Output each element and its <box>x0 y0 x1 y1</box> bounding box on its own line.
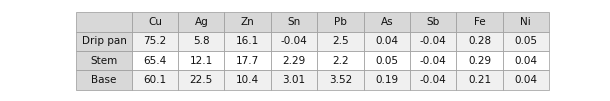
Bar <box>410 51 456 70</box>
Bar <box>76 70 132 90</box>
Bar <box>76 51 132 70</box>
Text: Pb: Pb <box>334 17 347 27</box>
Bar <box>364 12 410 32</box>
Text: Zn: Zn <box>241 17 254 27</box>
Text: 12.1: 12.1 <box>190 56 213 66</box>
Bar <box>178 70 224 90</box>
Bar <box>364 32 410 51</box>
Bar <box>76 32 132 51</box>
Bar <box>410 32 456 51</box>
Bar <box>178 32 224 51</box>
Bar <box>317 70 364 90</box>
Bar <box>364 51 410 70</box>
Bar <box>364 70 410 90</box>
Text: 0.19: 0.19 <box>375 75 398 85</box>
Text: -0.04: -0.04 <box>420 36 447 46</box>
Bar <box>456 70 503 90</box>
Bar <box>317 51 364 70</box>
Text: 2.29: 2.29 <box>282 56 306 66</box>
Text: 3.52: 3.52 <box>329 75 352 85</box>
Text: Sb: Sb <box>426 17 440 27</box>
Text: 0.05: 0.05 <box>514 36 537 46</box>
Bar <box>317 32 364 51</box>
Bar <box>224 70 271 90</box>
Bar <box>76 12 132 32</box>
Bar <box>224 51 271 70</box>
Text: -0.04: -0.04 <box>420 75 447 85</box>
Bar <box>271 70 317 90</box>
Text: 16.1: 16.1 <box>236 36 259 46</box>
Text: 60.1: 60.1 <box>143 75 167 85</box>
Text: Ni: Ni <box>520 17 531 27</box>
Bar <box>503 70 549 90</box>
Text: 65.4: 65.4 <box>143 56 167 66</box>
Bar <box>456 51 503 70</box>
Text: 2.2: 2.2 <box>332 56 349 66</box>
Bar <box>317 12 364 32</box>
Text: Ag: Ag <box>195 17 208 27</box>
Text: 0.04: 0.04 <box>514 75 537 85</box>
Bar <box>132 12 178 32</box>
Bar <box>224 12 271 32</box>
Text: Sn: Sn <box>287 17 301 27</box>
Bar <box>503 12 549 32</box>
Bar <box>503 51 549 70</box>
Text: Drip pan: Drip pan <box>82 36 126 46</box>
Text: 75.2: 75.2 <box>143 36 167 46</box>
Bar <box>271 12 317 32</box>
Text: Fe: Fe <box>473 17 486 27</box>
Text: 0.29: 0.29 <box>468 56 491 66</box>
Bar <box>410 70 456 90</box>
Bar <box>410 12 456 32</box>
Text: 0.04: 0.04 <box>514 56 537 66</box>
Bar <box>132 32 178 51</box>
Text: As: As <box>381 17 393 27</box>
Text: 10.4: 10.4 <box>236 75 259 85</box>
Text: 3.01: 3.01 <box>282 75 306 85</box>
Text: -0.04: -0.04 <box>281 36 307 46</box>
Text: 2.5: 2.5 <box>332 36 349 46</box>
Bar <box>456 32 503 51</box>
Text: 22.5: 22.5 <box>190 75 213 85</box>
Text: 0.21: 0.21 <box>468 75 491 85</box>
Text: Base: Base <box>92 75 117 85</box>
Text: 17.7: 17.7 <box>236 56 259 66</box>
Text: 0.04: 0.04 <box>375 36 398 46</box>
Text: 5.8: 5.8 <box>193 36 210 46</box>
Text: -0.04: -0.04 <box>420 56 447 66</box>
Text: 0.28: 0.28 <box>468 36 491 46</box>
Bar <box>271 32 317 51</box>
Bar <box>132 70 178 90</box>
Text: 0.05: 0.05 <box>375 56 398 66</box>
Text: Cu: Cu <box>148 17 162 27</box>
Bar <box>224 32 271 51</box>
Bar <box>456 12 503 32</box>
Bar <box>132 51 178 70</box>
Bar <box>178 12 224 32</box>
Bar <box>178 51 224 70</box>
Bar <box>503 32 549 51</box>
Text: Stem: Stem <box>90 56 118 66</box>
Bar <box>271 51 317 70</box>
